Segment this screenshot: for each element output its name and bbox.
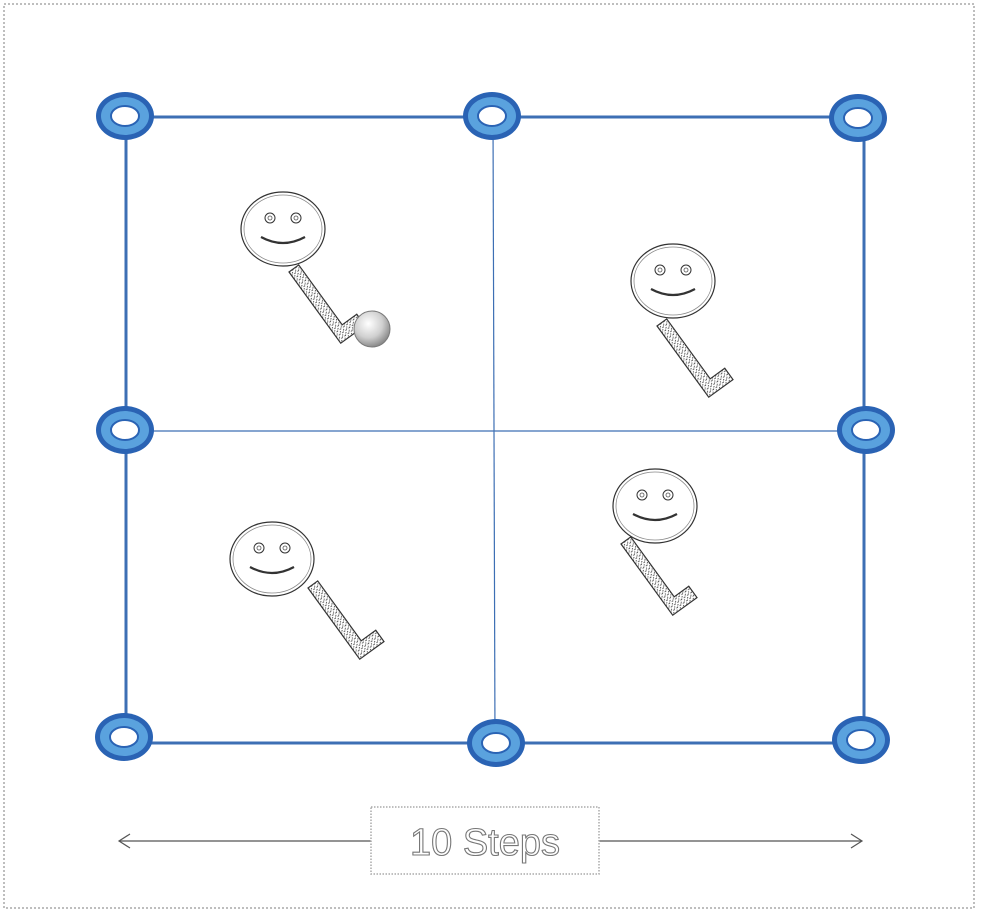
- cone-icon: [96, 406, 154, 454]
- player-head-inner: [615, 471, 695, 541]
- ball: [353, 310, 391, 348]
- player-pupil: [665, 492, 671, 498]
- cone-icon: [837, 406, 895, 454]
- player-icon: [612, 468, 698, 617]
- arrowhead-left-icon: [117, 833, 131, 849]
- cone-hole: [481, 732, 511, 754]
- player-smile: [650, 288, 696, 297]
- arrowhead-right-icon: [850, 833, 864, 849]
- page-frame: [3, 3, 975, 909]
- distance-label: 10 Steps: [410, 822, 560, 864]
- cone-hole: [843, 107, 873, 129]
- cone-icon: [829, 94, 887, 142]
- cone-hole: [109, 726, 139, 748]
- cone-hole: [846, 729, 876, 751]
- playing-field: [124, 115, 866, 745]
- cone-hole: [477, 105, 507, 127]
- player-head: [612, 468, 698, 544]
- player-smile: [632, 513, 678, 522]
- player-pupil: [267, 215, 273, 221]
- player-head: [229, 521, 315, 597]
- cone-icon: [463, 92, 521, 140]
- cone-icon: [467, 719, 525, 767]
- players: [229, 191, 734, 661]
- player-head-inner: [232, 524, 312, 594]
- player-head: [240, 191, 326, 267]
- player-body: [656, 318, 734, 399]
- player-pupil: [282, 545, 288, 551]
- cone-icon: [832, 716, 890, 764]
- distance-label-box: [370, 806, 600, 875]
- cone-hole: [851, 419, 881, 441]
- player-pupil: [683, 267, 689, 273]
- cone-hole: [110, 419, 140, 441]
- cone-hole: [110, 105, 140, 127]
- distance-indicator: 10 Steps: [117, 806, 864, 875]
- cone-icon: [96, 92, 154, 140]
- player-icon: [229, 521, 385, 661]
- cones: [95, 92, 895, 767]
- player-pupil: [657, 267, 663, 273]
- field-divider-vertical: [492, 116, 496, 744]
- player-icon: [630, 243, 734, 399]
- player-pupil: [639, 492, 645, 498]
- player-smile: [260, 236, 306, 245]
- player-body: [307, 580, 385, 661]
- player-head-inner: [633, 246, 713, 316]
- cone-icon: [95, 713, 153, 761]
- player-pupil: [256, 545, 262, 551]
- player-smile: [249, 566, 295, 575]
- player-body: [288, 264, 366, 345]
- player-icon: [240, 191, 366, 345]
- player-head: [630, 243, 716, 319]
- player-pupil: [293, 215, 299, 221]
- player-head-inner: [243, 194, 323, 264]
